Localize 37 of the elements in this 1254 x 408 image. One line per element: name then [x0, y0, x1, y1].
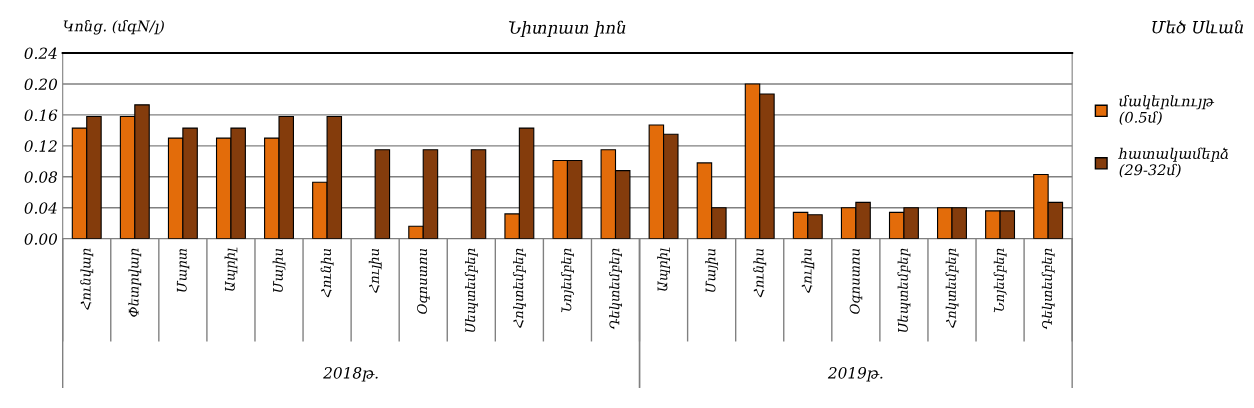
y-tick-label: 0.24 — [24, 47, 57, 60]
x-tick-label: Ապրիլ — [657, 247, 670, 291]
x-tick-label: Հունիս — [753, 248, 767, 298]
y-axis-title: Կոնց. (մգN/լ) — [63, 19, 164, 35]
text: 0.00 — [24, 233, 58, 245]
x-tick-label: Նոյեմբեր — [993, 248, 1007, 313]
text: 2019թ. — [827, 367, 883, 382]
x-tick-label: Օգոստոս — [417, 248, 430, 314]
x-tick-label: Հուլիս — [368, 248, 382, 293]
x-tick-label: Ապրիլ — [224, 247, 238, 291]
x-tick-label: Դեկտեմբեր — [609, 248, 622, 330]
x-tick-label: Դեկտեմբեր — [1041, 248, 1055, 330]
x-tick-label: Մայիս — [272, 248, 286, 292]
x-tick-label: Հունիս — [320, 248, 334, 298]
x-tick-label: Հոկտեմբեր — [945, 248, 959, 328]
x-tick-label: Մարտ — [176, 248, 190, 292]
y-tick-label: 0.08 — [24, 171, 58, 183]
legend-title: Մեծ Սևան — [1152, 20, 1244, 34]
x-tick-label: Փետրվար — [128, 248, 142, 317]
x-tick-label: Մայիս — [705, 248, 719, 292]
x-tick-label: Հունվար — [80, 248, 94, 310]
y-tick-label: 0.12 — [24, 140, 57, 152]
text: 0.20 — [24, 78, 58, 90]
y-tick-label: 0.16 — [24, 109, 58, 121]
x-tick-label: Հոկտեմբեր — [512, 248, 526, 328]
legend-label: հատակամերձ (29-32մ) — [1118, 147, 1229, 178]
chart-title: Նիտրատ իոն — [508, 20, 626, 38]
x-tick-label: Օգոստոս — [849, 248, 863, 314]
x-tick-label: Սեպտեմբեր — [897, 248, 911, 332]
text: 2018թ. — [323, 367, 378, 382]
bar — [374, 149, 391, 239]
x-tick-label: Նոյեմբեր — [560, 248, 574, 313]
x-tick-label: Հուլիս — [801, 248, 815, 293]
bar — [470, 149, 487, 239]
y-tick-label: 0.04 — [24, 202, 57, 214]
x-tick-label: Սեպտեմբեր — [464, 248, 478, 332]
legend-label: մակերևույթ (0.5մ) — [1119, 95, 1215, 125]
